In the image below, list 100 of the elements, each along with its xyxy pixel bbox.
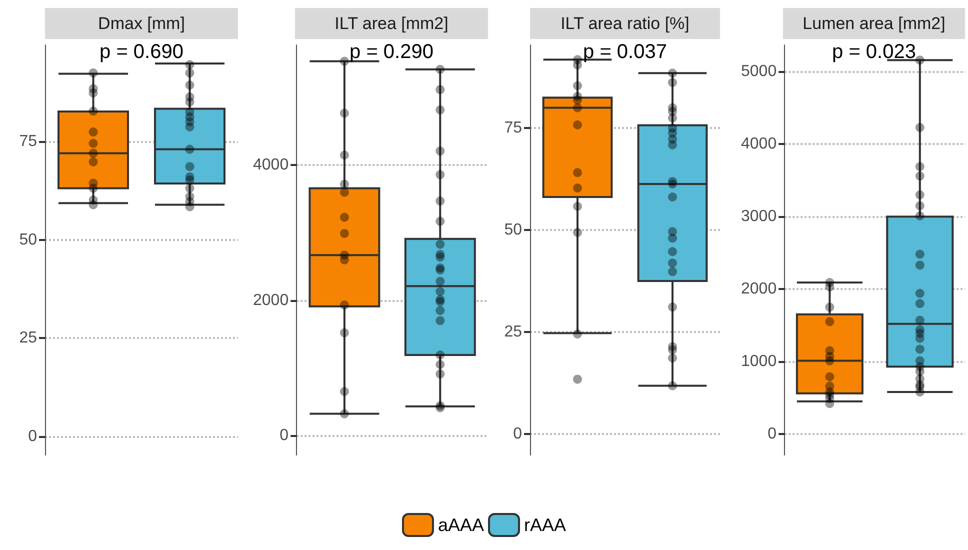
point (88, 127, 98, 136)
point (573, 202, 582, 211)
point (668, 140, 677, 150)
point (340, 108, 349, 118)
point (915, 162, 924, 172)
point (573, 103, 582, 112)
point (825, 356, 834, 366)
point (185, 202, 194, 212)
point (340, 228, 349, 238)
point (573, 60, 582, 70)
y-tick-label: 50 (504, 222, 522, 239)
point (573, 228, 582, 237)
annotation: p = 0.690 (100, 41, 184, 63)
point (185, 175, 194, 184)
y-tick-label: 5000 (741, 63, 777, 80)
point (436, 105, 445, 114)
annotation: p = 0.023 (832, 41, 916, 63)
point (88, 184, 98, 193)
y-tick-label: 75 (19, 132, 38, 150)
y-tick-label: 2000 (253, 292, 289, 309)
point (668, 113, 677, 122)
point (825, 399, 834, 408)
point (668, 78, 677, 87)
point (436, 196, 445, 206)
point (668, 345, 677, 354)
y-tick-label: 3000 (741, 208, 777, 226)
y-tick-label: 75 (504, 120, 522, 137)
point (668, 247, 677, 256)
y-tick-label: 25 (19, 330, 38, 347)
point (185, 144, 194, 154)
point (668, 267, 677, 276)
point (436, 306, 445, 315)
point (668, 68, 677, 78)
point (915, 387, 924, 396)
point (573, 374, 582, 384)
point (668, 234, 677, 243)
point (340, 300, 349, 310)
point (915, 190, 924, 200)
point (340, 180, 349, 189)
chart-title: ILT area ratio [%] (560, 14, 690, 33)
point (88, 148, 98, 158)
point (185, 80, 194, 90)
point (340, 188, 349, 197)
y-tick-label: 0 (768, 425, 777, 442)
point (436, 170, 445, 180)
point (915, 250, 924, 259)
point (915, 316, 924, 325)
point (185, 162, 194, 172)
point (915, 260, 924, 270)
chart-title: Dmax [mm] (98, 14, 185, 33)
point (573, 120, 582, 130)
chart-title: ILT area [mm2] (334, 14, 448, 33)
point (668, 302, 677, 312)
point (88, 106, 98, 116)
point (185, 60, 194, 70)
legend-label: rAAA (524, 515, 566, 535)
point (88, 68, 98, 78)
point (436, 252, 445, 262)
point (340, 212, 349, 222)
y-tick-label: 4000 (253, 156, 289, 174)
annotation: p = 0.037 (583, 41, 667, 63)
point (573, 329, 582, 338)
y-tick-label: 0 (280, 426, 289, 444)
point (185, 184, 194, 193)
point (185, 68, 194, 78)
point (340, 56, 349, 66)
point (185, 122, 194, 132)
point (436, 287, 445, 296)
point (915, 344, 924, 354)
point (915, 201, 924, 210)
point (436, 316, 445, 326)
y-tick-label: 0 (28, 428, 38, 446)
point (436, 276, 445, 286)
y-tick-label: 0 (513, 425, 522, 442)
point (825, 282, 834, 292)
point (436, 64, 445, 74)
point (436, 146, 445, 156)
y-tick-label: 2000 (741, 280, 777, 298)
y-tick-label: 4000 (741, 136, 777, 153)
point (88, 88, 98, 98)
y-tick-label: 25 (504, 323, 522, 340)
point (825, 317, 834, 326)
point (436, 360, 445, 369)
point (340, 328, 349, 338)
point (436, 240, 445, 249)
point (915, 299, 924, 308)
point (340, 150, 349, 160)
point (573, 96, 582, 105)
point (436, 350, 445, 360)
legend-label: aAAA (438, 515, 484, 535)
point (88, 200, 98, 210)
point (825, 372, 834, 382)
y-tick-label: 50 (19, 231, 38, 248)
point (436, 216, 445, 226)
point (915, 367, 924, 376)
point (915, 122, 924, 132)
point (436, 85, 445, 94)
point (668, 381, 677, 390)
point (668, 354, 677, 362)
point (573, 168, 582, 178)
